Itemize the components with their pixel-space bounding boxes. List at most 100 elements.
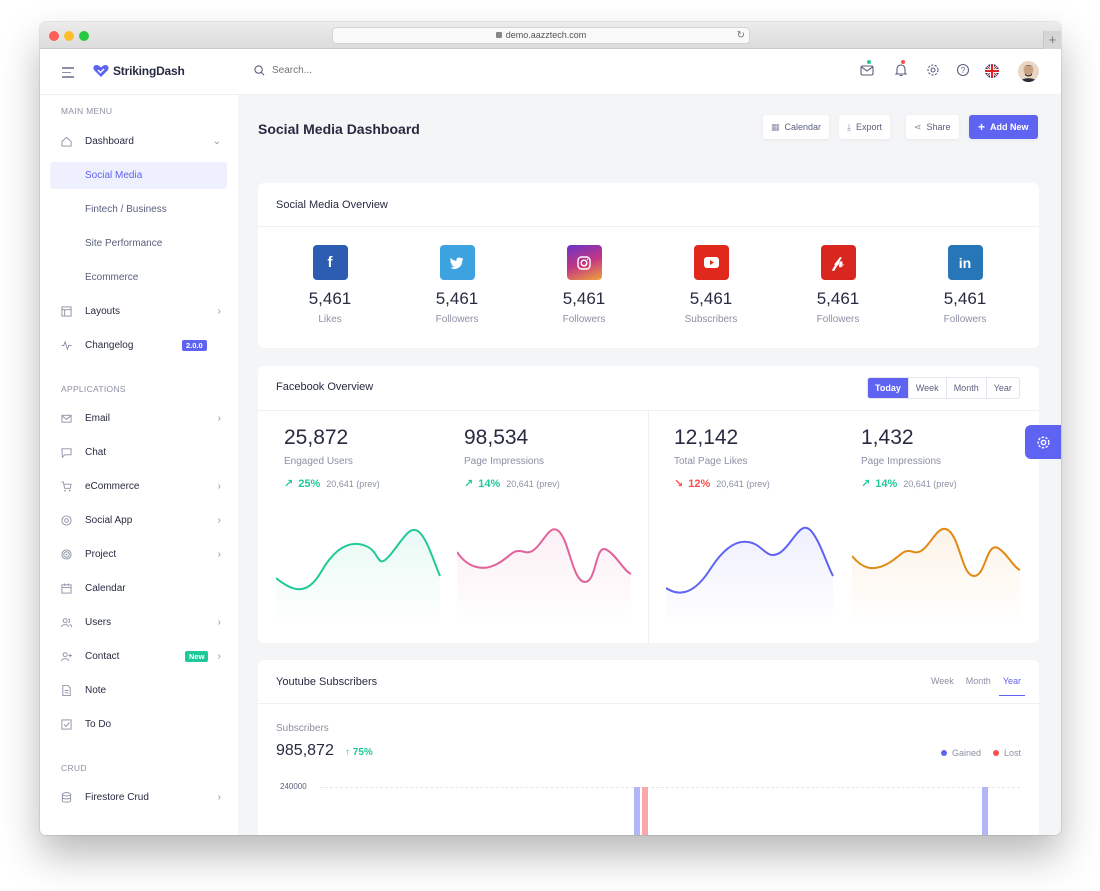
plus-icon: +	[978, 120, 986, 134]
users-icon	[61, 618, 72, 628]
pinterest-icon: 𝓅	[820, 245, 856, 280]
home-icon	[61, 136, 72, 147]
linkedin-stat[interactable]: in 5,461 Followers	[915, 245, 1015, 325]
tab-year[interactable]: Year	[985, 378, 1019, 398]
facebook-icon: f	[312, 245, 348, 280]
mail-icon	[860, 65, 874, 76]
sidebar-item-todo[interactable]: To Do	[50, 711, 227, 738]
change-percent: 14%	[875, 477, 898, 490]
check-square-icon	[61, 719, 72, 730]
chevron-right-icon: ›	[217, 481, 221, 492]
sidebar-item-ecommerce-dashboard[interactable]: Ecommerce	[50, 264, 227, 291]
tab-month[interactable]: Month	[945, 378, 986, 398]
reload-icon[interactable]: ↻	[736, 30, 745, 41]
add-new-button-label: Add New	[990, 122, 1029, 132]
youtube-period-tabs: Week Month Year	[919, 676, 1026, 696]
sidebar-item-label: eCommerce	[85, 481, 140, 492]
search-input[interactable]	[272, 65, 432, 76]
activity-icon	[61, 340, 72, 351]
sidebar-item-label: Users	[85, 617, 112, 628]
pinterest-stat[interactable]: 𝓅 5,461 Followers	[788, 245, 888, 325]
stat-change: ↗ 14% 20,641 (prev)	[464, 477, 560, 491]
page-likes-sparkline	[666, 526, 834, 626]
youtube-stat[interactable]: 5,461 Subscribers	[661, 245, 761, 325]
twitter-stat[interactable]: 5,461 Followers	[407, 245, 507, 325]
applications-heading: APPLICATIONS	[61, 384, 126, 394]
chevron-right-icon: ›	[217, 515, 221, 526]
gained-bar	[982, 787, 988, 835]
download-icon: ⤓	[847, 121, 851, 132]
sidebar-item-note[interactable]: Note	[50, 677, 227, 704]
notifications-button[interactable]	[894, 60, 910, 79]
stat-label: Page Impressions	[861, 456, 942, 467]
sidebar-item-label: To Do	[85, 719, 112, 730]
new-tab-button[interactable]: +	[1043, 31, 1061, 49]
trend-down-icon: ↘	[674, 478, 684, 490]
stat-label: Likes	[318, 314, 342, 325]
sidebar-item-changelog[interactable]: Changelog 2.0.0	[50, 332, 227, 359]
stat-label: Subscribers	[684, 314, 738, 325]
messages-button[interactable]	[860, 60, 876, 79]
minimize-window-button[interactable]	[64, 31, 74, 41]
sidebar-item-email[interactable]: Email ›	[50, 405, 227, 432]
add-new-button[interactable]: + Add New	[969, 115, 1038, 139]
gear-icon	[927, 64, 939, 76]
database-icon	[61, 792, 72, 803]
tab-week[interactable]: Week	[930, 676, 954, 686]
change-percent: 14%	[478, 477, 501, 490]
language-flag-icon[interactable]	[985, 64, 999, 78]
customizer-toggle-button[interactable]	[1025, 425, 1061, 459]
stat-value: 98,534	[464, 426, 529, 449]
tab-year[interactable]: Year	[998, 676, 1026, 696]
brand-logo[interactable]: StrikingDash	[93, 64, 185, 78]
tab-month[interactable]: Month	[965, 676, 991, 686]
stat-label: Page Impressions	[464, 456, 545, 467]
stat-label: Engaged Users	[284, 456, 353, 467]
calendar-button[interactable]: ▦ Calendar	[763, 115, 830, 139]
sidebar-item-ecommerce[interactable]: eCommerce ›	[50, 473, 227, 500]
mail-icon	[61, 414, 72, 423]
help-button[interactable]: ?	[956, 63, 972, 79]
maximize-window-button[interactable]	[79, 31, 89, 41]
sidebar-item-label: Contact	[85, 651, 120, 662]
lost-legend-dot	[992, 750, 999, 756]
sidebar-item-fintech[interactable]: Fintech / Business	[50, 196, 227, 223]
chevron-right-icon: ›	[217, 651, 221, 662]
arrow-up-icon: ↑	[345, 747, 353, 758]
legend-gained[interactable]: Gained	[951, 748, 981, 758]
sidebar-item-layouts[interactable]: Layouts ›	[50, 298, 227, 325]
sidebar-item-dashboard[interactable]: Dashboard ⌄	[50, 128, 227, 155]
messages-badge	[867, 60, 871, 64]
tab-week[interactable]: Week	[907, 378, 946, 398]
lost-bar	[642, 787, 648, 835]
address-bar[interactable]: demo.aazztech.com ↻	[332, 27, 750, 44]
sidebar-item-contact[interactable]: Contact New ›	[50, 643, 227, 670]
export-button[interactable]: ⤓ Export	[839, 115, 890, 139]
page-impressions-stat: 98,534 Page Impressions ↗ 14% 20,641 (prev…	[464, 426, 560, 490]
sidebar-item-project[interactable]: Project ›	[50, 541, 227, 568]
card-title: Youtube Subscribers	[276, 676, 378, 688]
sidebar-item-social-app[interactable]: Social App ›	[50, 507, 227, 534]
facebook-stat[interactable]: f 5,461 Likes	[280, 245, 380, 325]
settings-button[interactable]	[926, 63, 942, 79]
sidebar-item-calendar[interactable]: Calendar	[50, 575, 227, 602]
version-badge: 2.0.0	[182, 340, 207, 351]
share-button[interactable]: ⋖ Share	[906, 115, 959, 139]
sidebar-item-users[interactable]: Users ›	[50, 609, 227, 636]
instagram-stat[interactable]: 5,461 Followers	[534, 245, 634, 325]
legend-lost[interactable]: Lost	[1003, 748, 1021, 758]
hamburger-menu-icon[interactable]	[62, 67, 74, 81]
user-avatar[interactable]	[1018, 61, 1039, 82]
sidebar-item-label: Note	[85, 685, 107, 696]
crud-heading: CRUD	[61, 763, 87, 773]
file-text-icon	[62, 685, 71, 696]
sidebar-item-firestore-crud[interactable]: Firestore Crud ›	[50, 784, 227, 811]
close-window-button[interactable]	[49, 31, 59, 41]
sidebar-item-social-media[interactable]: Social Media	[50, 162, 227, 189]
sidebar-item-chat[interactable]: Chat	[50, 439, 227, 466]
sidebar-item-label: Dashboard	[85, 136, 134, 147]
sidebar-item-site-performance[interactable]: Site Performance	[50, 230, 227, 257]
tab-today[interactable]: Today	[868, 378, 908, 398]
stat-change: ↗ 14% 20,641 (prev)	[861, 477, 957, 491]
main-menu-heading: MAIN MENU	[61, 106, 113, 116]
